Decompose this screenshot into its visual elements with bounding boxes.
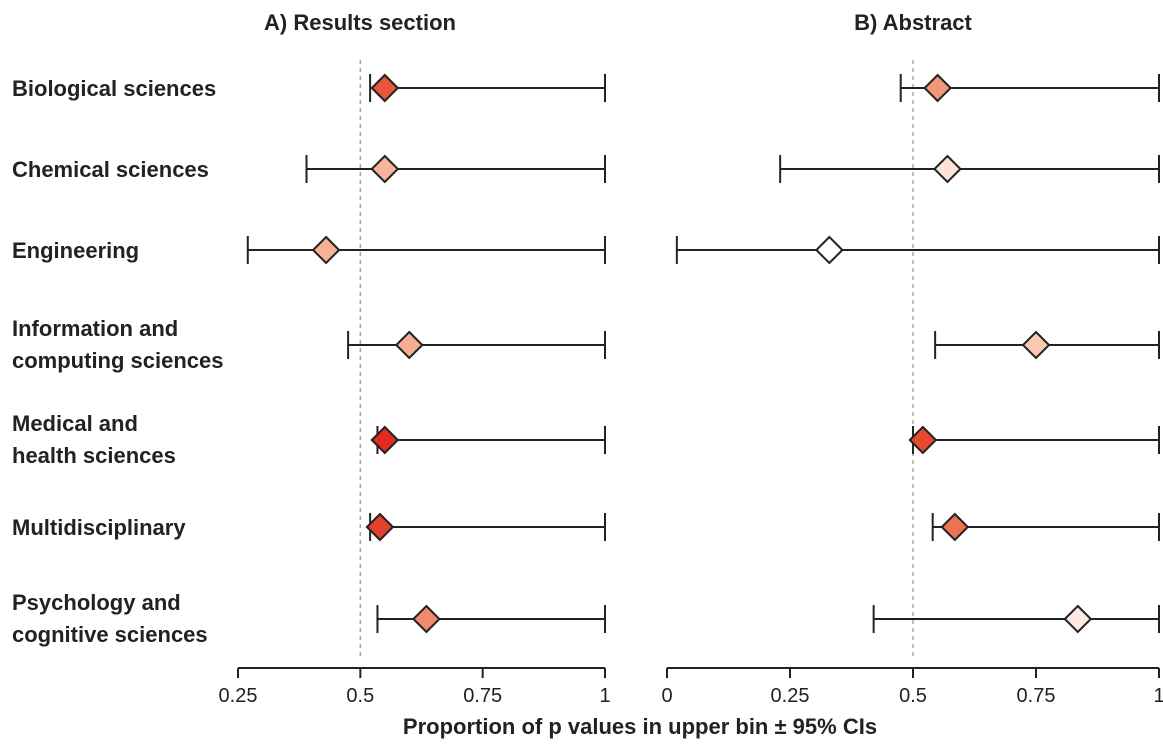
category-label: cognitive sciences: [12, 622, 208, 647]
panel-title: B) Abstract: [854, 10, 972, 35]
estimate-diamond: [933, 154, 962, 184]
estimate-diamond: [370, 154, 400, 184]
category-label: Multidisciplinary: [12, 515, 186, 540]
estimate-diamond: [908, 425, 938, 455]
x-tick-label: 0.75: [463, 685, 502, 707]
x-tick-label: 0.5: [899, 685, 927, 707]
x-tick-label: 0.25: [771, 685, 810, 707]
category-label: health sciences: [12, 443, 176, 468]
panel-a: [237, 60, 606, 678]
category-label: computing sciences: [12, 348, 224, 373]
estimate-diamond: [940, 512, 970, 542]
estimate-diamond: [1021, 330, 1051, 360]
estimate-diamond: [365, 512, 395, 542]
x-tick-label: 0.5: [346, 685, 374, 707]
category-label: Medical and: [12, 411, 138, 436]
estimate-diamond: [411, 604, 441, 634]
estimate-diamond: [923, 73, 953, 103]
x-axis-label: Proportion of p values in upper bin ± 95…: [403, 714, 877, 739]
estimate-diamond: [394, 330, 424, 360]
estimate-diamond: [311, 235, 341, 265]
panel-b: [666, 60, 1160, 678]
estimate-diamond: [814, 235, 844, 265]
x-tick-label: 1: [1153, 685, 1163, 707]
category-label: Psychology and: [12, 590, 181, 615]
category-label: Engineering: [12, 238, 139, 263]
estimate-diamond: [1063, 604, 1093, 634]
x-tick-label: 1: [599, 685, 610, 707]
category-label: Chemical sciences: [12, 157, 209, 182]
x-tick-label: 0.75: [1017, 685, 1056, 707]
category-label: Information and: [12, 316, 178, 341]
category-label: Biological sciences: [12, 76, 216, 101]
estimate-diamond: [370, 73, 400, 103]
panel-title: A) Results section: [264, 10, 456, 35]
x-tick-label: 0.25: [219, 685, 258, 707]
x-tick-label: 0: [661, 685, 672, 707]
estimate-diamond: [370, 425, 400, 455]
